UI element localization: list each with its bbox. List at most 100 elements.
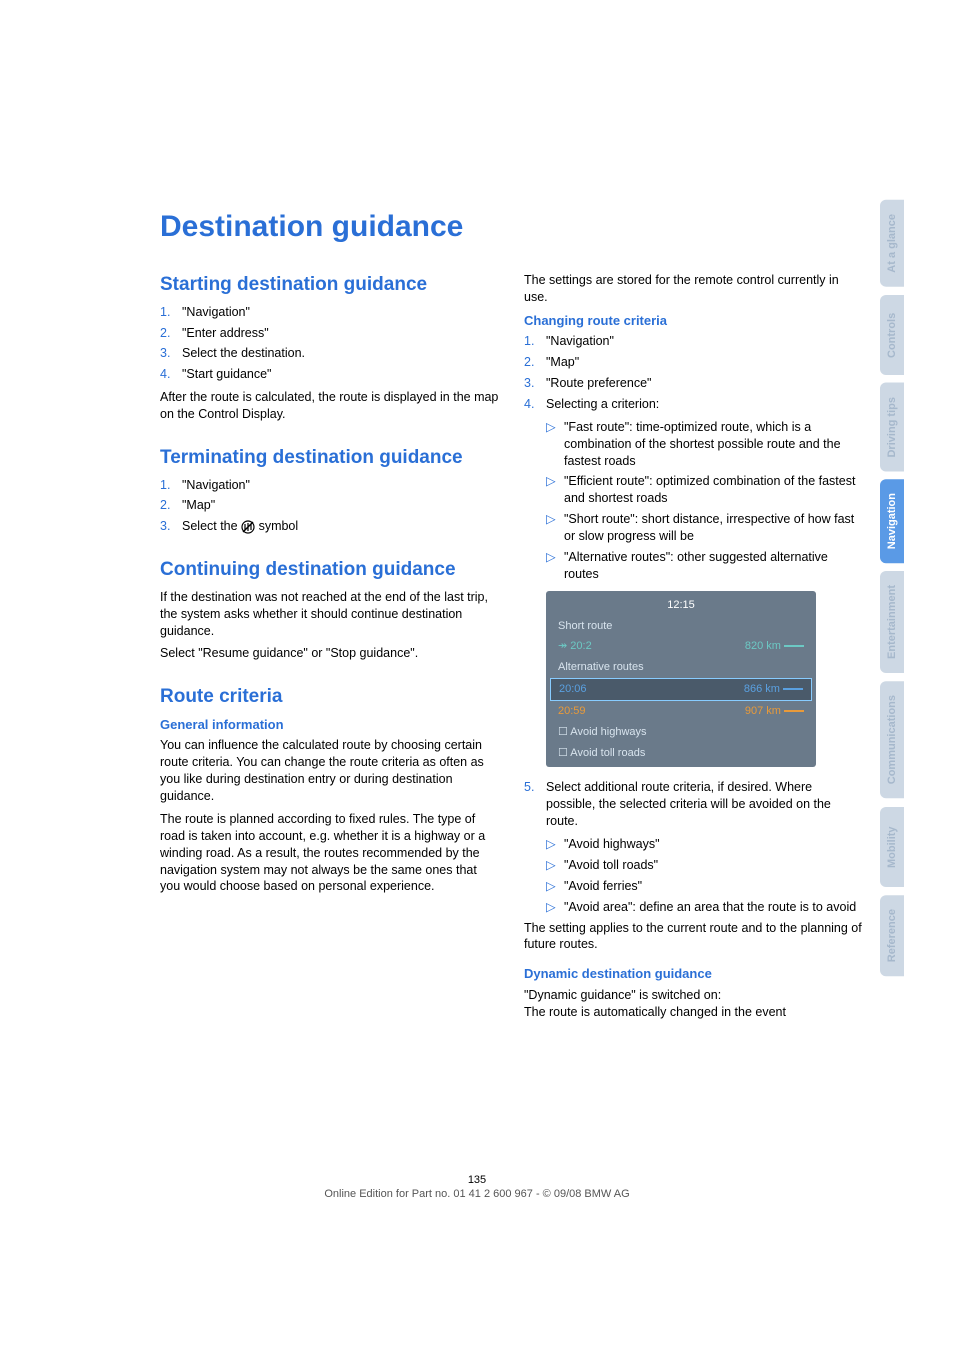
- step-text: "Navigation": [546, 334, 614, 348]
- nav-row: Alternative routes: [550, 657, 812, 678]
- subheading-general-info: General information: [160, 716, 500, 734]
- bullet-item: "Avoid area": define an area that the ro…: [546, 899, 864, 916]
- bullet-item: "Fast route": time-optimized route, whic…: [546, 419, 864, 470]
- nav-row-label: 20:59: [558, 704, 586, 719]
- side-tab[interactable]: Reference: [880, 895, 904, 976]
- section-terminating-guidance: Terminating destination guidance 1. "Navi…: [160, 445, 500, 535]
- side-tab[interactable]: Controls: [880, 295, 904, 375]
- list-item: 3."Route preference": [524, 375, 864, 392]
- step-text: "Map": [546, 355, 579, 369]
- two-column-layout: Starting destination guidance 1."Navigat…: [160, 272, 864, 1043]
- bullet-item: "Short route": short distance, irrespect…: [546, 511, 864, 545]
- bullet-text: "Short route": short distance, irrespect…: [564, 512, 854, 543]
- step-number: 2.: [160, 497, 170, 514]
- list-item: 3. Select the symbol: [160, 518, 500, 535]
- starting-after-text: After the route is calculated, the route…: [160, 389, 500, 423]
- step-5: 5. Select additional route criteria, if d…: [524, 779, 864, 830]
- bullet-item: "Avoid ferries": [546, 878, 864, 895]
- route-criteria-p1: You can influence the calculated route b…: [160, 737, 500, 805]
- route-color-line-icon: [784, 710, 804, 712]
- nav-row: Short route: [550, 616, 812, 637]
- step-text: "Map": [182, 498, 215, 512]
- dynamic-p2: The route is automatically changed in th…: [524, 1004, 864, 1021]
- step-number: 4.: [160, 366, 170, 383]
- side-tab[interactable]: Navigation: [880, 479, 904, 563]
- stop-guidance-icon: [241, 520, 255, 534]
- bullet-text: "Fast route": time-optimized route, whic…: [564, 420, 841, 468]
- step-number: 4.: [524, 396, 534, 413]
- left-column: Starting destination guidance 1."Navigat…: [160, 272, 500, 1043]
- step-number: 3.: [160, 518, 170, 535]
- side-tab[interactable]: Driving tips: [880, 383, 904, 472]
- bullet-text: "Avoid highways": [564, 837, 660, 851]
- route-criteria-p2: The route is planned according to fixed …: [160, 811, 500, 895]
- nav-row-right: 820 km: [745, 639, 804, 654]
- page-footer: 135 Online Edition for Part no. 01 41 2 …: [0, 1174, 954, 1200]
- step-text: "Navigation": [182, 305, 250, 319]
- avoid-bullets: "Avoid highways" "Avoid toll roads" "Avo…: [546, 836, 864, 916]
- continuing-p2: Select "Resume guidance" or "Stop guidan…: [160, 645, 500, 662]
- step-text: "Route preference": [546, 376, 651, 390]
- list-item: 1. "Navigation": [524, 333, 864, 350]
- section-starting-guidance: Starting destination guidance 1."Navigat…: [160, 272, 500, 423]
- step-text: "Navigation": [182, 478, 250, 492]
- settings-stored-text: The settings are stored for the remote c…: [524, 272, 864, 306]
- nav-row: ☐ Avoid toll roads: [550, 743, 812, 764]
- side-tabs: At a glance Controls Driving tips Navigatio…: [880, 200, 904, 976]
- bullet-text: "Avoid area": define an area that the ro…: [564, 900, 856, 914]
- side-tab[interactable]: Mobility: [880, 807, 904, 887]
- step-number: 2.: [160, 325, 170, 342]
- heading-starting: Starting destination guidance: [160, 272, 500, 298]
- list-item: 1."Navigation": [160, 304, 500, 321]
- page-number: 135: [0, 1174, 954, 1186]
- step-number: 5.: [524, 779, 534, 796]
- step-text: "Start guidance": [182, 367, 271, 381]
- section-route-criteria: Route criteria General information You c…: [160, 684, 500, 895]
- nav-row: 20:06866 km: [550, 678, 812, 701]
- bullet-text: "Alternative routes": other suggested al…: [564, 550, 828, 581]
- nav-row-label: Alternative routes: [558, 660, 644, 675]
- side-tab[interactable]: At a glance: [880, 200, 904, 287]
- section-dynamic-guidance: Dynamic destination guidance "Dynamic gu…: [524, 965, 864, 1020]
- nav-row-label: ↠ 20:2: [558, 639, 592, 654]
- bullet-text: "Avoid ferries": [564, 879, 642, 893]
- heading-terminating: Terminating destination guidance: [160, 445, 500, 471]
- nav-row-right: 907 km: [745, 704, 804, 719]
- heading-continuing: Continuing destination guidance: [160, 557, 500, 583]
- step-text: Select additional route criteria, if des…: [546, 780, 831, 828]
- bullet-item: "Avoid highways": [546, 836, 864, 853]
- nav-row-right: 866 km: [744, 682, 803, 697]
- bullet-text: "Avoid toll roads": [564, 858, 658, 872]
- list-item: 2. "Map": [160, 497, 500, 514]
- nav-row: ☐ Avoid highways: [550, 722, 812, 743]
- step-text-suffix: symbol: [259, 519, 299, 533]
- section-continuing-guidance: Continuing destination guidance If the d…: [160, 557, 500, 662]
- nav-row: ↠ 20:2 820 km: [550, 636, 812, 657]
- starting-steps: 1."Navigation" 2."Enter address" 3.Selec…: [160, 304, 500, 384]
- list-item: 4. "Start guidance": [160, 366, 500, 383]
- nav-rows: Short route ↠ 20:2 820 km Alternative rout…: [550, 616, 812, 764]
- criterion-bullets: "Fast route": time-optimized route, whic…: [546, 419, 864, 583]
- changing-after-text: The setting applies to the current route…: [524, 920, 864, 954]
- step-number: 1.: [524, 333, 534, 350]
- edition-text: Online Edition for Part no. 01 41 2 600 …: [0, 1188, 954, 1200]
- step-text: Select the destination.: [182, 346, 305, 360]
- subheading-changing-criteria: Changing route criteria: [524, 312, 864, 330]
- page-content: Destination guidance Starting destinatio…: [0, 0, 954, 1043]
- nav-time: 12:15: [550, 595, 812, 616]
- step-text-prefix: Select the: [182, 519, 241, 533]
- list-item: 4.Selecting a criterion:: [524, 396, 864, 413]
- bullet-item: "Alternative routes": other suggested al…: [546, 549, 864, 583]
- subheading-dynamic: Dynamic destination guidance: [524, 965, 864, 983]
- list-item: 3.Select the destination.: [160, 345, 500, 362]
- nav-row-label: ☐ Avoid toll roads: [558, 746, 645, 761]
- continuing-p1: If the destination was not reached at th…: [160, 589, 500, 640]
- list-item: 2."Map": [524, 354, 864, 371]
- side-tab[interactable]: Entertainment: [880, 571, 904, 673]
- route-color-line-icon: [784, 645, 804, 647]
- right-column: The settings are stored for the remote c…: [524, 272, 864, 1043]
- side-tab[interactable]: Communications: [880, 681, 904, 798]
- bullet-item: "Avoid toll roads": [546, 857, 864, 874]
- dynamic-p1: "Dynamic guidance" is switched on:: [524, 987, 864, 1004]
- step-number: 1.: [160, 477, 170, 494]
